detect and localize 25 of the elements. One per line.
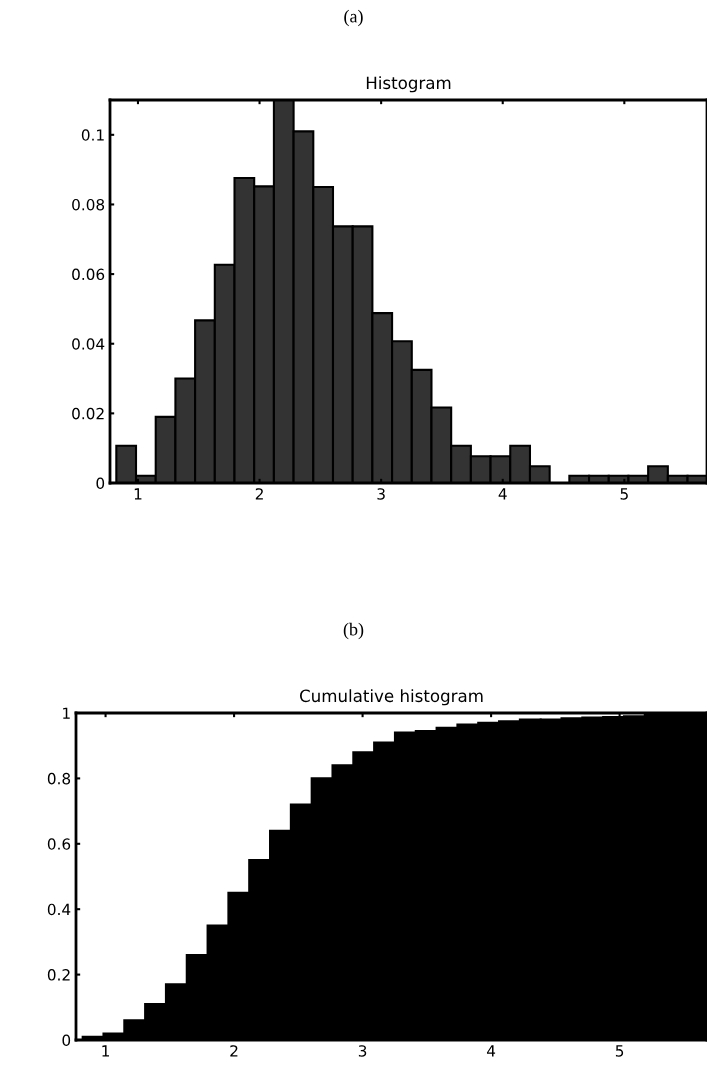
y-tick-label: 0.8 [47, 772, 71, 785]
x-tick-label: 2 [230, 1045, 238, 1057]
text: (a) [344, 9, 363, 27]
x-tick-label: 5 [615, 1045, 624, 1057]
y-tick-label: 0.06 [72, 268, 105, 281]
y-tick-label: 0 [96, 477, 105, 490]
y-tick-label: 0.4 [47, 903, 71, 916]
x-tick-label: 2 [255, 488, 263, 500]
y-tick-label: 0.04 [72, 338, 105, 350]
y-tick-label: 0.1 [81, 129, 104, 141]
y-tick-label: 1 [63, 707, 70, 719]
chart-title: Histogram [366, 76, 451, 93]
x-tick-label: 1 [134, 488, 142, 500]
y-tick-label: 0 [62, 1034, 71, 1047]
y-tick-label: 0.02 [72, 407, 104, 420]
x-tick-label: 5 [620, 488, 628, 500]
y-tick-label: 0.2 [47, 969, 70, 981]
y-tick-label: 0.6 [47, 838, 71, 850]
x-tick-label: 4 [486, 1045, 496, 1057]
y-tick-label: 0.08 [72, 198, 105, 211]
chart-title: Cumulative histogram [299, 689, 483, 706]
text: (b) [343, 622, 364, 640]
x-tick-label: 3 [377, 488, 385, 500]
x-tick-label: 3 [358, 1045, 367, 1057]
x-tick-label: 4 [498, 488, 507, 500]
